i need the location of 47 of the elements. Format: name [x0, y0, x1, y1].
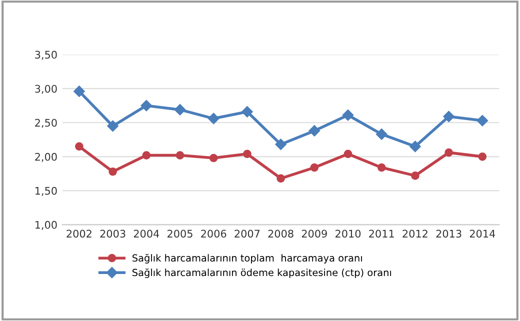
- x-tick-label: 2014: [470, 230, 496, 238]
- point: [108, 167, 117, 176]
- point: [342, 110, 354, 121]
- point: [377, 163, 386, 172]
- point: [443, 110, 454, 122]
- point: [310, 163, 319, 172]
- point: [275, 138, 286, 150]
- point: [176, 151, 184, 160]
- x-tick-label: 2003: [100, 230, 126, 238]
- point: [242, 106, 253, 118]
- point: [243, 150, 252, 158]
- x-tick-label: 2011: [369, 230, 394, 238]
- x-tick-label: 2005: [168, 230, 192, 238]
- point: [444, 148, 453, 157]
- point: [411, 172, 420, 180]
- y-tick-label: 1,00: [35, 220, 57, 230]
- point: [107, 120, 118, 132]
- point: [344, 150, 352, 158]
- point: [376, 128, 388, 140]
- point: [74, 86, 85, 97]
- x-tick-label: 2004: [134, 230, 160, 238]
- x-tick-label: 2012: [402, 230, 428, 238]
- point: [208, 112, 220, 124]
- x-tick-label: 2009: [302, 230, 327, 238]
- point: [142, 151, 151, 160]
- x-tick-label: 2008: [268, 230, 294, 238]
- point: [174, 104, 186, 116]
- x-tick-label: 2010: [336, 230, 361, 238]
- point: [140, 100, 152, 112]
- legend-label: Sağlık harcamalarının ödeme kapasitesine (ctp) oranı: [132, 268, 392, 278]
- x-tick-label: 2013: [436, 230, 462, 238]
- point: [478, 152, 487, 161]
- x-tick-label: 2002: [66, 230, 92, 238]
- point: [308, 125, 320, 136]
- x-tick-label: 2006: [201, 230, 226, 238]
- y-tick-label: 3,00: [35, 84, 57, 94]
- y-tick-label: 3,50: [35, 50, 57, 60]
- point: [209, 154, 218, 162]
- point: [410, 140, 421, 152]
- y-tick-label: 2,00: [35, 152, 57, 162]
- y-tick-label: 1,50: [35, 186, 57, 196]
- point: [75, 142, 84, 151]
- point: [476, 114, 488, 126]
- point: [276, 174, 285, 183]
- legend-label: Sağlık harcamalarının toplam harcamaya oranı: [132, 254, 362, 264]
- y-tick-label: 2,50: [35, 118, 57, 128]
- x-tick-label: 2007: [234, 230, 260, 238]
